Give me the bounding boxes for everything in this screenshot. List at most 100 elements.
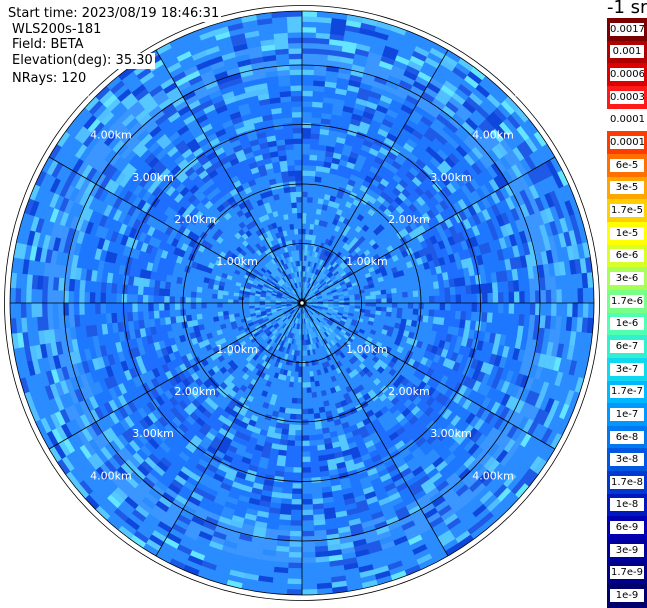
range-bin-cell — [154, 311, 160, 319]
range-bin-cell — [302, 446, 310, 452]
range-bin-cell — [423, 309, 429, 316]
range-bin-cell — [285, 403, 291, 409]
range-bin-cell — [47, 290, 53, 303]
range-bin-cell — [218, 311, 224, 316]
range-bin-cell — [310, 155, 318, 161]
range-bin-cell — [376, 299, 381, 303]
range-bin-cell — [302, 101, 313, 107]
range-bin-cell — [583, 288, 589, 303]
range-bin-cell — [450, 311, 456, 319]
range-bin-cell — [439, 288, 445, 296]
range-bin-cell — [306, 377, 310, 383]
range-bin-cell — [371, 299, 376, 303]
range-bin-cell — [472, 294, 478, 303]
range-bin-cell — [175, 303, 181, 310]
range-bin-cell — [10, 303, 16, 318]
range-bin-cell — [302, 510, 313, 516]
range-bin-cell — [429, 296, 435, 303]
range-bin-cell — [127, 294, 133, 303]
range-bin-cell — [525, 291, 531, 303]
range-bin-cell — [310, 456, 319, 462]
range-bin-cell — [53, 290, 59, 303]
range-bin-cell — [408, 303, 414, 309]
range-bin-cell — [302, 398, 307, 404]
range-bin-cell — [175, 309, 181, 316]
range-bin-cell — [519, 303, 525, 315]
range-bin-cell — [488, 293, 494, 303]
range-bin-cell — [382, 299, 387, 303]
range-bin-cell — [387, 307, 393, 312]
range-bin-cell — [302, 218, 306, 223]
range-bin-cell — [291, 515, 302, 521]
range-bin-cell — [186, 315, 192, 322]
range-bin-cell — [306, 224, 310, 230]
range-bin-cell — [509, 303, 515, 314]
range-bin-cell — [302, 154, 310, 160]
range-bin-cell — [302, 489, 312, 495]
range-bin-cell — [407, 314, 413, 320]
range-bin-cell — [302, 441, 310, 447]
range-bin-cell — [456, 303, 462, 311]
range-bin-cell — [451, 295, 457, 303]
range-bin-cell — [392, 308, 398, 313]
range-bin-cell — [286, 451, 294, 457]
range-bin-cell — [100, 303, 106, 314]
range-bin-cell — [302, 526, 314, 532]
range-bin-cell — [302, 589, 317, 595]
range-bin-cell — [282, 488, 292, 494]
range-bin-cell — [466, 312, 472, 321]
range-bin-cell — [58, 303, 64, 316]
range-bin-cell — [310, 451, 318, 457]
range-bin-cell — [289, 542, 302, 548]
range-bin-cell — [100, 292, 106, 303]
range-bin-cell — [302, 377, 306, 382]
range-bin-cell — [302, 117, 312, 123]
range-bin-cell — [74, 303, 80, 315]
range-bin-cell — [386, 289, 392, 294]
range-bin-cell — [21, 303, 27, 318]
range-bin-cell — [111, 303, 117, 313]
range-bin-cell — [525, 303, 531, 315]
range-bin-cell — [284, 467, 293, 473]
range-bin-cell — [302, 160, 310, 166]
range-bin-cell — [288, 568, 302, 574]
range-bin-cell — [366, 303, 371, 307]
range-bin-cell — [302, 383, 306, 388]
range-bin-cell — [402, 286, 408, 292]
range-bin-cell — [302, 165, 309, 171]
range-bin-cell — [288, 573, 302, 579]
range-bin-cell — [308, 176, 315, 182]
range-bin-cell — [350, 300, 355, 303]
range-bin-cell — [287, 589, 302, 595]
range-bin-cell — [309, 430, 316, 436]
range-bin-cell — [292, 393, 297, 399]
range-bin-cell — [461, 294, 467, 303]
range-bin-cell — [297, 398, 302, 404]
range-bin-cell — [206, 298, 212, 303]
range-bin-cell — [309, 165, 317, 171]
range-bin-cell — [212, 303, 218, 308]
range-bin-cell — [424, 296, 430, 303]
range-bin-cell — [413, 309, 419, 315]
range-bin-cell — [233, 306, 239, 310]
range-bin-cell — [169, 296, 175, 303]
range-bin-cell — [514, 292, 520, 303]
range-bin-cell — [302, 542, 315, 548]
range-bin-cell — [164, 310, 170, 318]
range-bin-cell — [106, 293, 112, 303]
range-bin-cell — [191, 297, 197, 303]
range-bin-cell — [148, 303, 154, 311]
range-bin-cell — [306, 213, 311, 219]
range-bin-cell — [122, 294, 128, 303]
range-bin-cell — [293, 467, 302, 473]
range-bin-cell — [302, 207, 307, 213]
range-bin-cell — [95, 292, 101, 303]
range-bin-cell — [207, 312, 213, 318]
range-bin-cell — [302, 197, 308, 203]
range-bin-cell — [530, 291, 536, 303]
range-bin-cell — [366, 299, 371, 303]
range-bin-cell — [302, 404, 308, 410]
range-bin-cell — [79, 291, 85, 303]
range-bin-cell — [290, 526, 302, 532]
